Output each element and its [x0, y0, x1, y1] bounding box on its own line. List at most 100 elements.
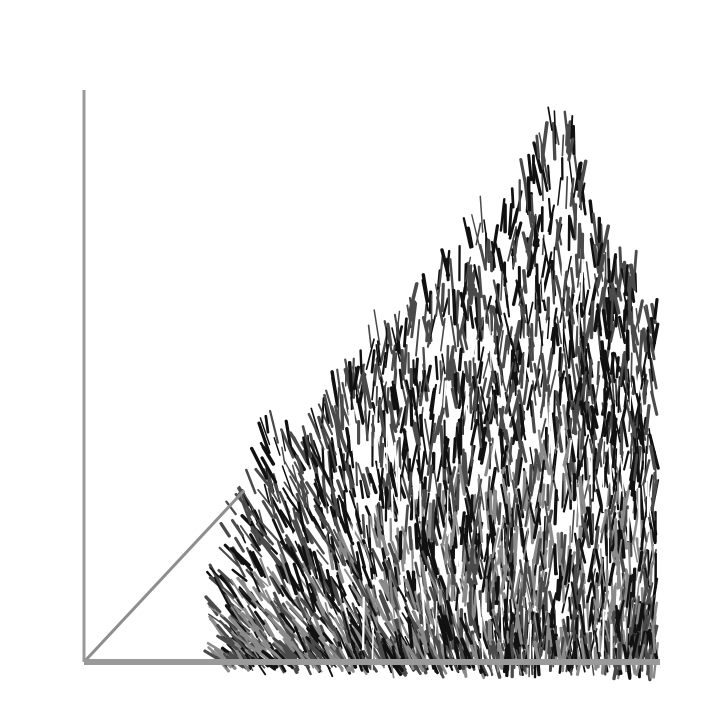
data-point	[352, 365, 360, 391]
data-point	[546, 350, 554, 385]
data-point	[591, 212, 599, 246]
data-point	[535, 134, 541, 160]
data-point	[466, 548, 475, 584]
data-point	[594, 438, 603, 470]
gap-streak	[567, 439, 573, 464]
data-point	[281, 465, 294, 497]
data-point	[330, 576, 346, 598]
data-point	[567, 376, 572, 398]
data-point	[249, 533, 261, 552]
data-point	[593, 309, 600, 333]
data-point	[249, 616, 262, 637]
data-point	[585, 261, 591, 290]
data-point	[452, 437, 457, 464]
data-point	[604, 593, 617, 630]
data-point	[477, 265, 483, 298]
data-point	[608, 381, 616, 414]
data-point	[644, 633, 647, 661]
data-point	[582, 522, 591, 549]
data-point	[564, 376, 571, 407]
data-point	[257, 421, 271, 455]
gap-streak	[434, 600, 438, 636]
data-point	[606, 415, 613, 443]
data-point	[504, 376, 517, 415]
data-point	[450, 559, 455, 586]
data-point	[532, 449, 538, 483]
data-point	[635, 603, 641, 625]
data-point	[259, 417, 271, 446]
data-point	[577, 222, 582, 259]
data-point	[572, 564, 578, 593]
data-point	[306, 626, 325, 648]
data-point	[550, 629, 558, 657]
data-point	[204, 595, 222, 614]
data-point	[554, 323, 560, 347]
data-point	[587, 373, 594, 405]
data-point	[233, 605, 256, 632]
data-point	[508, 436, 513, 466]
data-point	[237, 588, 257, 609]
data-point	[532, 380, 537, 406]
data-point	[528, 337, 532, 373]
data-point	[430, 506, 435, 541]
data-point	[544, 623, 550, 660]
data-point	[220, 614, 238, 631]
data-point	[618, 350, 626, 387]
data-point	[513, 572, 521, 599]
data-point	[605, 621, 609, 656]
data-point	[437, 640, 443, 676]
data-point	[635, 447, 641, 483]
data-point	[501, 478, 510, 510]
data-point	[469, 271, 476, 296]
data-point	[217, 569, 235, 586]
data-point	[269, 409, 279, 444]
data-point	[274, 513, 285, 534]
data-point	[404, 589, 415, 610]
data-point	[273, 437, 281, 456]
data-point	[457, 372, 461, 401]
gap-streak	[483, 309, 486, 345]
data-point	[632, 453, 639, 482]
data-point	[596, 242, 604, 267]
data-point	[376, 340, 382, 363]
data-point	[527, 238, 540, 277]
data-point	[619, 573, 626, 601]
data-point	[371, 548, 384, 572]
data-point	[451, 511, 457, 538]
data-point	[473, 478, 483, 514]
data-point	[363, 384, 367, 413]
data-point	[477, 426, 487, 461]
data-point	[531, 154, 536, 185]
data-point	[544, 298, 550, 324]
data-point	[648, 522, 657, 545]
data-point	[603, 349, 611, 372]
data-point	[626, 407, 637, 439]
data-point	[650, 497, 656, 521]
gap-streak	[352, 409, 358, 459]
data-point	[610, 404, 614, 435]
data-point	[355, 551, 363, 582]
data-point	[314, 508, 331, 534]
data-point	[280, 428, 295, 459]
data-point	[457, 372, 466, 410]
data-point	[614, 448, 618, 475]
data-point	[488, 620, 493, 646]
data-point	[404, 379, 414, 408]
data-point	[336, 571, 344, 604]
data-point	[365, 583, 379, 613]
data-point	[538, 316, 544, 347]
data-point	[252, 586, 264, 602]
data-point	[378, 589, 391, 614]
data-point	[489, 304, 494, 332]
data-point	[412, 610, 425, 638]
data-point	[513, 448, 522, 482]
data-point	[427, 541, 440, 576]
data-point	[421, 279, 430, 312]
data-point	[509, 642, 515, 664]
data-point	[364, 543, 373, 568]
data-point	[338, 531, 351, 557]
data-point	[449, 549, 457, 575]
data-point	[507, 202, 513, 236]
gap-streak	[597, 622, 600, 653]
data-point	[648, 433, 660, 470]
